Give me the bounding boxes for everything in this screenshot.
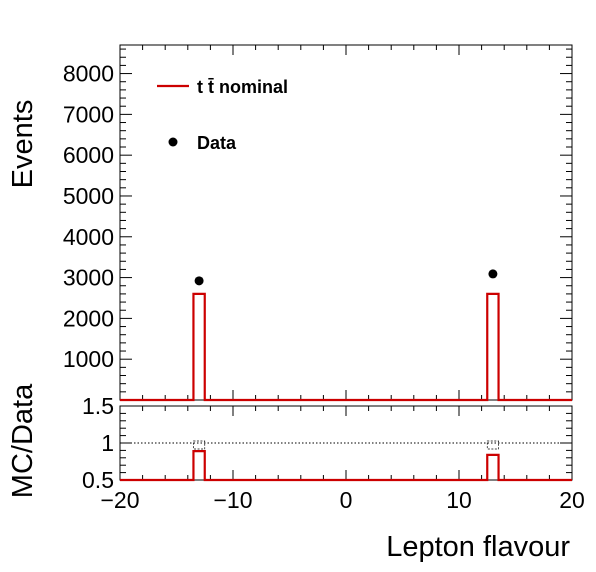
main-axis-ticks — [119, 45, 573, 401]
ratio-y-tick-label: 0.5 — [82, 467, 114, 493]
ratio-y-axis-title: MC/Data — [7, 383, 39, 498]
main-plot-panel: 1000 2000 3000 4000 5000 6000 7000 8000 — [63, 44, 573, 402]
x-tick-label: 0 — [340, 487, 353, 513]
x-axis-title: Lepton flavour — [386, 531, 570, 563]
y-tick-label: 5000 — [63, 183, 114, 209]
data-point — [194, 276, 204, 286]
data-point — [488, 269, 498, 279]
mc-histogram-outline — [120, 292, 572, 402]
ratio-uncertainty-band — [193, 440, 206, 450]
y-tick-label: 3000 — [63, 265, 114, 291]
ratio-histogram-outline — [120, 450, 572, 482]
x-tick-label: 10 — [446, 487, 472, 513]
main-tick-labels: 1000 2000 3000 4000 5000 6000 7000 8000 — [63, 61, 114, 373]
main-plot-frame — [119, 44, 573, 401]
x-tick-label: −10 — [213, 487, 252, 513]
legend-data-label: Data — [197, 133, 237, 153]
ratio-y-tick-label: 1 — [101, 430, 114, 456]
ratio-uncertainty-band — [486, 440, 499, 450]
y-tick-label: 7000 — [63, 101, 114, 127]
legend: t t̄ nominal Data — [157, 77, 288, 153]
y-tick-label: 6000 — [63, 142, 114, 168]
y-tick-label: 2000 — [63, 305, 114, 331]
legend-data-marker — [168, 137, 178, 147]
main-frame-rect — [119, 44, 573, 401]
y-tick-label: 1000 — [63, 346, 114, 372]
ratio-y-tick-label: 1.5 — [82, 393, 114, 419]
ratio-histogram — [120, 440, 572, 482]
legend-mc-label: t t̄ nominal — [197, 77, 288, 97]
y-axis-title: Events — [7, 100, 39, 189]
y-tick-label: 8000 — [63, 61, 114, 87]
x-tick-label: 20 — [559, 487, 585, 513]
ratio-plot-panel: 0.5 1 1.5 −20 −10 0 10 20 — [82, 393, 585, 513]
data-points — [194, 269, 498, 286]
ratio-tick-labels: 0.5 1 1.5 — [82, 393, 114, 493]
y-tick-label: 4000 — [63, 224, 114, 250]
x-tick-labels: −20 −10 0 10 20 — [100, 487, 584, 513]
x-tick-label: −20 — [100, 487, 139, 513]
mc-histogram — [120, 292, 572, 402]
